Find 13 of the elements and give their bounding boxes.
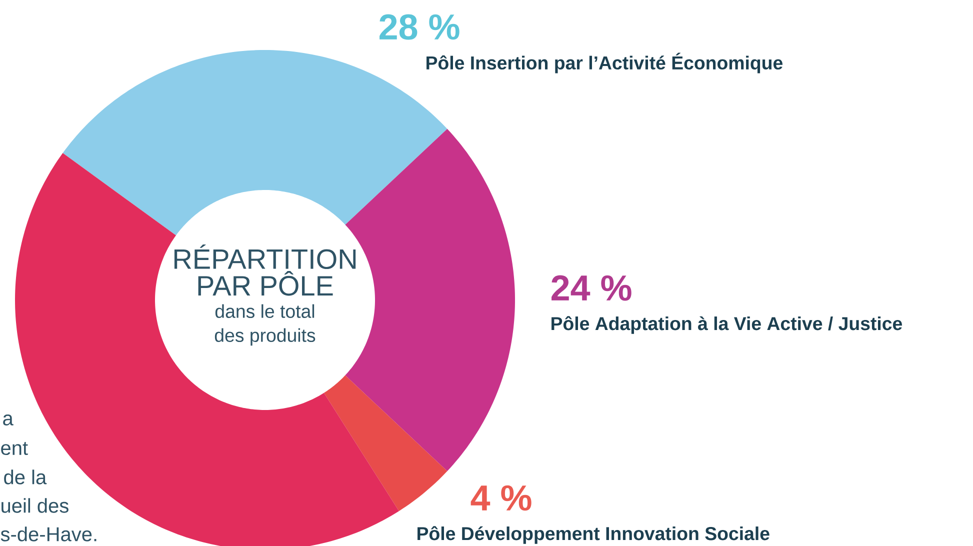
text: dans le total des produits: [214, 304, 316, 346]
slice-label: Pôle Adaptation à la Vie Active / Justice: [552, 316, 902, 334]
text: ueil des: [2, 498, 68, 513]
slice-label: Pôle Insertion par l’Activité Économique: [426, 52, 782, 74]
text: s-de-Have.: [0, 526, 96, 542]
text: ent: [1, 442, 28, 456]
slice-label: Pôle Développement Innovation Sociale: [418, 526, 770, 544]
data-label: 28 %: [380, 14, 460, 40]
text: a: [3, 414, 14, 426]
data-label: 4 %: [470, 485, 532, 511]
text: RÉPARTITION PAR PÔLE: [174, 244, 356, 296]
text: de la: [4, 470, 47, 484]
data-label: 24 %: [552, 275, 632, 301]
